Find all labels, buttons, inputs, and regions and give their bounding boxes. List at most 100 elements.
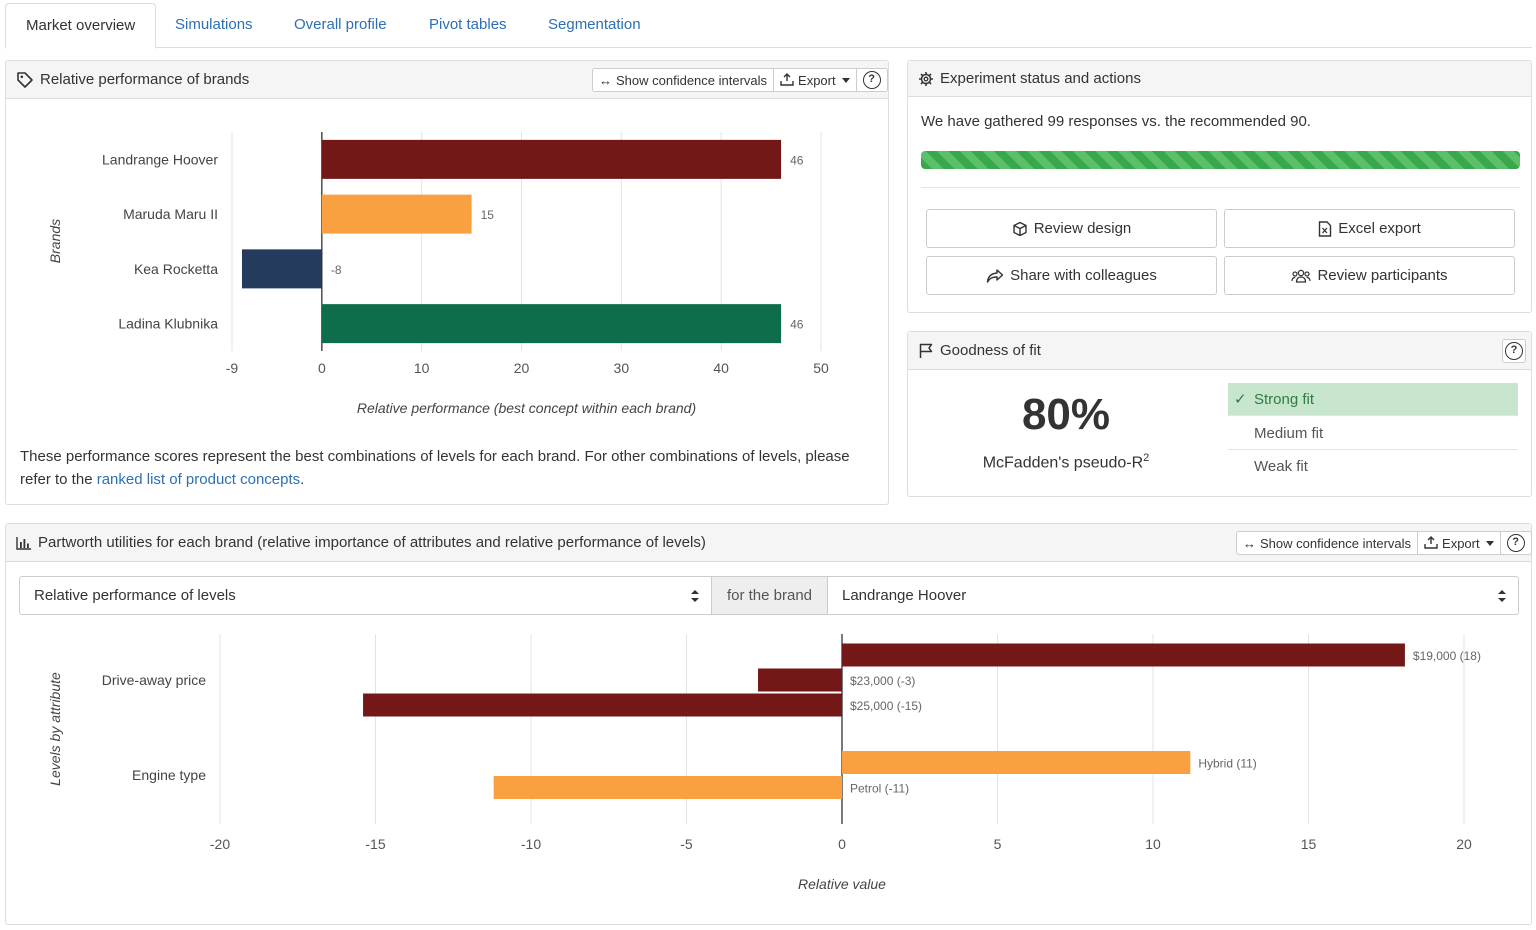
excel-file-icon [1318, 220, 1332, 237]
show-confidence-intervals-button[interactable]: ↔ Show confidence intervals [1237, 532, 1419, 554]
fit-level-weak-label: Weak fit [1254, 458, 1308, 475]
y-axis-title: Levels by attribute [47, 672, 63, 786]
x-tick-label: 10 [1145, 836, 1161, 852]
bar [842, 643, 1405, 667]
bar [241, 249, 322, 289]
review-design-button[interactable]: Review design [926, 209, 1217, 248]
level-label: Petrol (-11) [850, 782, 909, 796]
fit-level-medium-label: Medium fit [1254, 425, 1324, 442]
metric-select[interactable]: Relative performance of levels [19, 576, 712, 615]
help-button[interactable]: ? [1501, 532, 1531, 554]
gear-icon [918, 71, 934, 87]
fit-level-medium: Medium fit [1228, 417, 1518, 450]
share-with-colleagues-button[interactable]: Share with colleagues [926, 256, 1217, 295]
left-right-arrow-icon: ↔ [1243, 535, 1256, 551]
brand-select[interactable]: Landrange Hoover [827, 576, 1519, 615]
x-tick-label: 20 [514, 360, 530, 376]
for-brand-label: for the brand [711, 576, 828, 615]
fit-level-weak: Weak fit [1228, 450, 1518, 483]
note-text: These performance scores represent the b… [20, 448, 850, 488]
bar-chart-icon [16, 536, 32, 550]
select-arrows-icon [1498, 589, 1506, 603]
fit-panel-title-wrap: Goodness of fit [918, 332, 1041, 370]
data-label: 15 [481, 208, 495, 222]
bar [321, 139, 782, 179]
export-button[interactable]: Export [774, 69, 857, 91]
brand-performance-panel: Relative performance of brands ↔ Show co… [5, 60, 889, 505]
tab-simulations[interactable]: Simulations [175, 16, 253, 33]
tab-overall-profile[interactable]: Overall profile [294, 16, 387, 33]
category-label: Maruda Maru II [123, 206, 218, 222]
review-participants-button[interactable]: Review participants [1224, 256, 1515, 295]
fit-level-strong: ✓ Strong fit [1228, 383, 1518, 416]
ci-label: Show confidence intervals [616, 72, 768, 88]
left-right-arrow-icon: ↔ [599, 72, 612, 88]
experiment-status-panel: Experiment status and actions We have ga… [907, 60, 1532, 313]
bar [842, 751, 1191, 774]
brand-panel-toolbar: ↔ Show confidence intervals Export ? [592, 68, 888, 92]
responses-message: We have gathered 99 responses vs. the re… [921, 113, 1311, 130]
select-arrows-icon [691, 589, 699, 603]
tab-market-overview[interactable]: Market overview [5, 3, 157, 49]
show-confidence-intervals-button[interactable]: ↔ Show confidence intervals [593, 69, 775, 91]
metric-select-value: Relative performance of levels [34, 587, 236, 604]
attribute-label: Engine type [132, 767, 206, 783]
chevron-down-icon [1485, 540, 1494, 546]
data-label: -8 [331, 263, 342, 277]
bar [493, 776, 842, 799]
x-tick-label: -9 [226, 360, 239, 376]
x-tick-label: 0 [318, 360, 326, 376]
bar [321, 194, 472, 234]
review-participants-label: Review participants [1317, 267, 1448, 284]
export-label: Export [798, 72, 836, 88]
brand-panel-title: Relative performance of brands [40, 71, 250, 88]
help-icon: ? [1505, 342, 1523, 360]
fit-help-button[interactable]: ? [1502, 339, 1526, 363]
partworth-panel-title-wrap: Partworth utilities for each brand (rela… [16, 524, 706, 562]
data-label: 46 [790, 153, 804, 167]
checkmark-icon: ✓ [1234, 391, 1247, 408]
fit-panel-title: Goodness of fit [940, 342, 1041, 359]
fit-panel-header: Goodness of fit ? [908, 332, 1531, 370]
tab-bar: Market overview Simulations Overall prof… [5, 3, 1532, 49]
x-tick-label: 50 [813, 360, 829, 376]
x-tick-label: 20 [1456, 836, 1472, 852]
brand-panel-header: Relative performance of brands ↔ Show co… [6, 61, 888, 99]
bar [363, 693, 842, 717]
x-tick-label: -20 [210, 836, 230, 852]
x-tick-label: -10 [521, 836, 541, 852]
x-tick-label: 10 [414, 360, 430, 376]
level-label: $23,000 (-3) [850, 674, 915, 688]
tab-segmentation[interactable]: Segmentation [548, 16, 641, 33]
export-label: Export [1442, 535, 1480, 551]
chevron-down-icon [841, 77, 850, 83]
tag-icon [16, 71, 34, 89]
fit-help-wrap: ? [1503, 340, 1525, 362]
flag-icon [918, 343, 934, 359]
help-button[interactable]: ? [857, 69, 887, 91]
cube-icon [1012, 221, 1028, 237]
brand-panel-title-wrap: Relative performance of brands [16, 61, 249, 99]
help-icon: ? [862, 71, 881, 89]
export-button[interactable]: Export [1418, 532, 1501, 554]
level-label: $25,000 (-15) [850, 699, 922, 713]
status-panel-title: Experiment status and actions [940, 70, 1141, 87]
x-tick-label: 0 [838, 836, 846, 852]
share-label: Share with colleagues [1010, 267, 1157, 284]
status-divider [921, 187, 1520, 188]
category-label: Kea Rocketta [134, 261, 218, 277]
partworth-chart: -20 -15 -10 -5 0 5 10 15 20 Drive-away price $19,0… [47, 634, 1481, 892]
tab-pivot-tables[interactable]: Pivot tables [429, 16, 507, 33]
attribute-label: Drive-away price [102, 672, 206, 688]
x-tick-label: 15 [1301, 836, 1317, 852]
brand-chart: -9 0 10 20 30 40 50 Landrange Hoover 46 Maruda Ma… [47, 132, 829, 416]
ci-label: Show confidence intervals [1260, 535, 1412, 551]
ranked-concepts-link[interactable]: ranked list of product concepts [96, 471, 301, 488]
x-tick-label: 5 [994, 836, 1002, 852]
responses-progress-bar [921, 151, 1520, 169]
excel-export-button[interactable]: Excel export [1224, 209, 1515, 248]
fit-metric-sup: 2 [1143, 452, 1150, 464]
partworth-toolbar: ↔ Show confidence intervals Export ? [1236, 531, 1532, 555]
bar [758, 668, 842, 692]
bar [321, 304, 782, 344]
